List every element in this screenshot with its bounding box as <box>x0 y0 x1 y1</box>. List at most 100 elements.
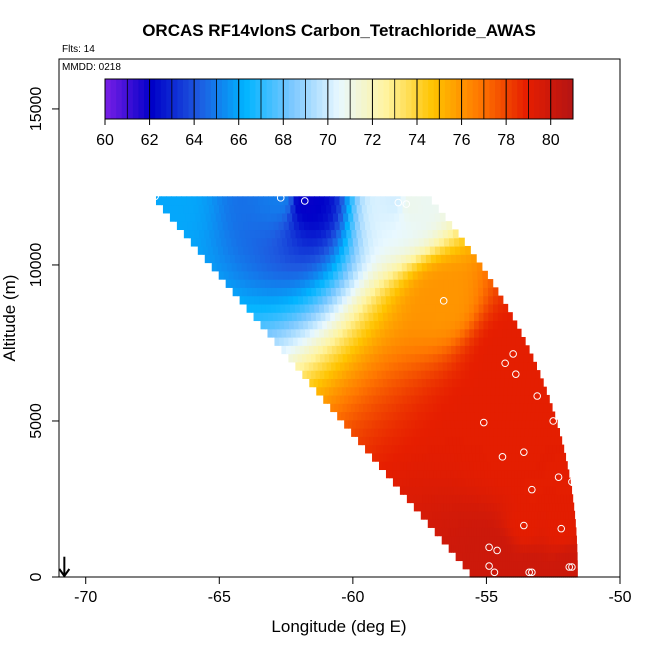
heatmap-cell <box>548 444 554 454</box>
heatmap-cell <box>339 378 345 388</box>
heatmap-cell <box>397 428 402 437</box>
heatmap-cell <box>387 378 393 388</box>
heatmap-cell <box>350 386 356 396</box>
heatmap-cell <box>486 378 492 388</box>
heatmap-cell <box>361 229 368 239</box>
heatmap-cell <box>456 436 461 446</box>
heatmap-cell <box>235 279 242 288</box>
heatmap-cell <box>418 386 424 396</box>
heatmap-cell <box>493 519 497 528</box>
heatmap-cell <box>530 411 536 421</box>
heatmap-cell <box>331 204 337 214</box>
heatmap-cell <box>455 428 460 437</box>
heatmap-cell <box>176 221 183 231</box>
heatmap-cell <box>208 204 215 214</box>
heatmap-cell <box>423 237 430 247</box>
heatmap-cell <box>478 370 484 379</box>
heatmap-cell <box>302 212 309 222</box>
heatmap-cell <box>371 295 377 305</box>
heatmap-cell <box>290 204 297 214</box>
heatmap-cell <box>361 411 366 421</box>
heatmap-cell <box>474 419 479 429</box>
heatmap-cell <box>376 295 382 305</box>
heatmap-cell <box>529 552 533 562</box>
heatmap-cell <box>489 428 495 437</box>
heatmap-cell <box>528 461 533 471</box>
heatmap-cell <box>558 519 563 528</box>
heatmap-cell <box>487 279 494 288</box>
heatmap-cell <box>220 212 227 222</box>
heatmap-cell <box>396 477 401 487</box>
heatmap-cell <box>474 328 480 338</box>
heatmap-cell <box>504 519 508 528</box>
heatmap-cell <box>523 568 527 578</box>
heatmap-cell <box>427 336 433 346</box>
heatmap-cell <box>399 336 406 346</box>
heatmap-cell <box>501 485 506 495</box>
heatmap-cell <box>222 221 229 231</box>
heatmap-cell <box>238 270 245 280</box>
y-tick-label: 15000 <box>28 87 45 132</box>
heatmap-cell <box>446 419 452 429</box>
heatmap-cell <box>417 461 422 471</box>
heatmap-cell <box>365 287 371 297</box>
heatmap-cell <box>234 229 241 239</box>
heatmap-cell <box>505 428 510 437</box>
heatmap-cell <box>525 568 528 578</box>
heatmap-cell <box>385 221 392 231</box>
heatmap-cell <box>306 312 312 322</box>
heatmap-cell <box>438 444 443 454</box>
heatmap-cell <box>383 320 390 330</box>
colorbar-segment <box>472 79 479 119</box>
heatmap-cell <box>468 494 472 504</box>
heatmap-cell <box>497 568 501 578</box>
heatmap-cell <box>361 204 368 214</box>
heatmap-cell <box>364 320 371 330</box>
heatmap-cell <box>536 452 541 462</box>
heatmap-cell <box>514 494 518 504</box>
heatmap-cell <box>359 196 366 206</box>
heatmap-cell <box>351 353 357 363</box>
heatmap-cell <box>286 287 293 297</box>
heatmap-cell <box>457 270 464 280</box>
heatmap-cell <box>234 254 241 264</box>
heatmap-cell <box>366 229 373 239</box>
heatmap-cell <box>462 560 466 570</box>
heatmap-cell <box>487 361 493 371</box>
heatmap-cell <box>332 237 339 247</box>
heatmap-cell <box>291 287 298 297</box>
heatmap-cell <box>479 444 484 454</box>
heatmap-cell <box>412 485 417 495</box>
heatmap-cell <box>420 510 425 520</box>
heatmap-cell <box>300 328 306 338</box>
heatmap-cell <box>428 485 433 495</box>
heatmap-cell <box>546 461 551 471</box>
colorbar-segment <box>428 79 435 119</box>
colorbar-segment <box>283 79 290 119</box>
heatmap-cell <box>504 461 509 471</box>
heatmap-cell <box>503 543 507 553</box>
heatmap-cell <box>346 386 351 396</box>
heatmap-cell <box>309 221 315 231</box>
heatmap-cell <box>558 502 563 512</box>
heatmap-cell <box>351 328 358 338</box>
heatmap-cell <box>391 229 398 239</box>
heatmap-cell <box>534 543 538 553</box>
heatmap-cell <box>429 477 433 487</box>
heatmap-cell <box>325 229 332 239</box>
heatmap-cell <box>533 419 538 429</box>
heatmap-cell <box>354 386 360 396</box>
heatmap-cell <box>357 361 363 371</box>
heatmap-cell <box>414 345 420 355</box>
heatmap-cell <box>423 419 428 429</box>
heatmap-cell <box>487 519 492 528</box>
heatmap-cell <box>437 411 443 421</box>
heatmap-cell <box>538 469 543 479</box>
heatmap-cell <box>327 212 334 222</box>
colorbar-segment <box>506 79 513 119</box>
heatmap-cell <box>524 394 529 404</box>
heatmap-cell <box>316 336 322 346</box>
heatmap-cell <box>247 287 253 297</box>
heatmap-cell <box>270 303 277 313</box>
heatmap-cell <box>453 444 458 454</box>
